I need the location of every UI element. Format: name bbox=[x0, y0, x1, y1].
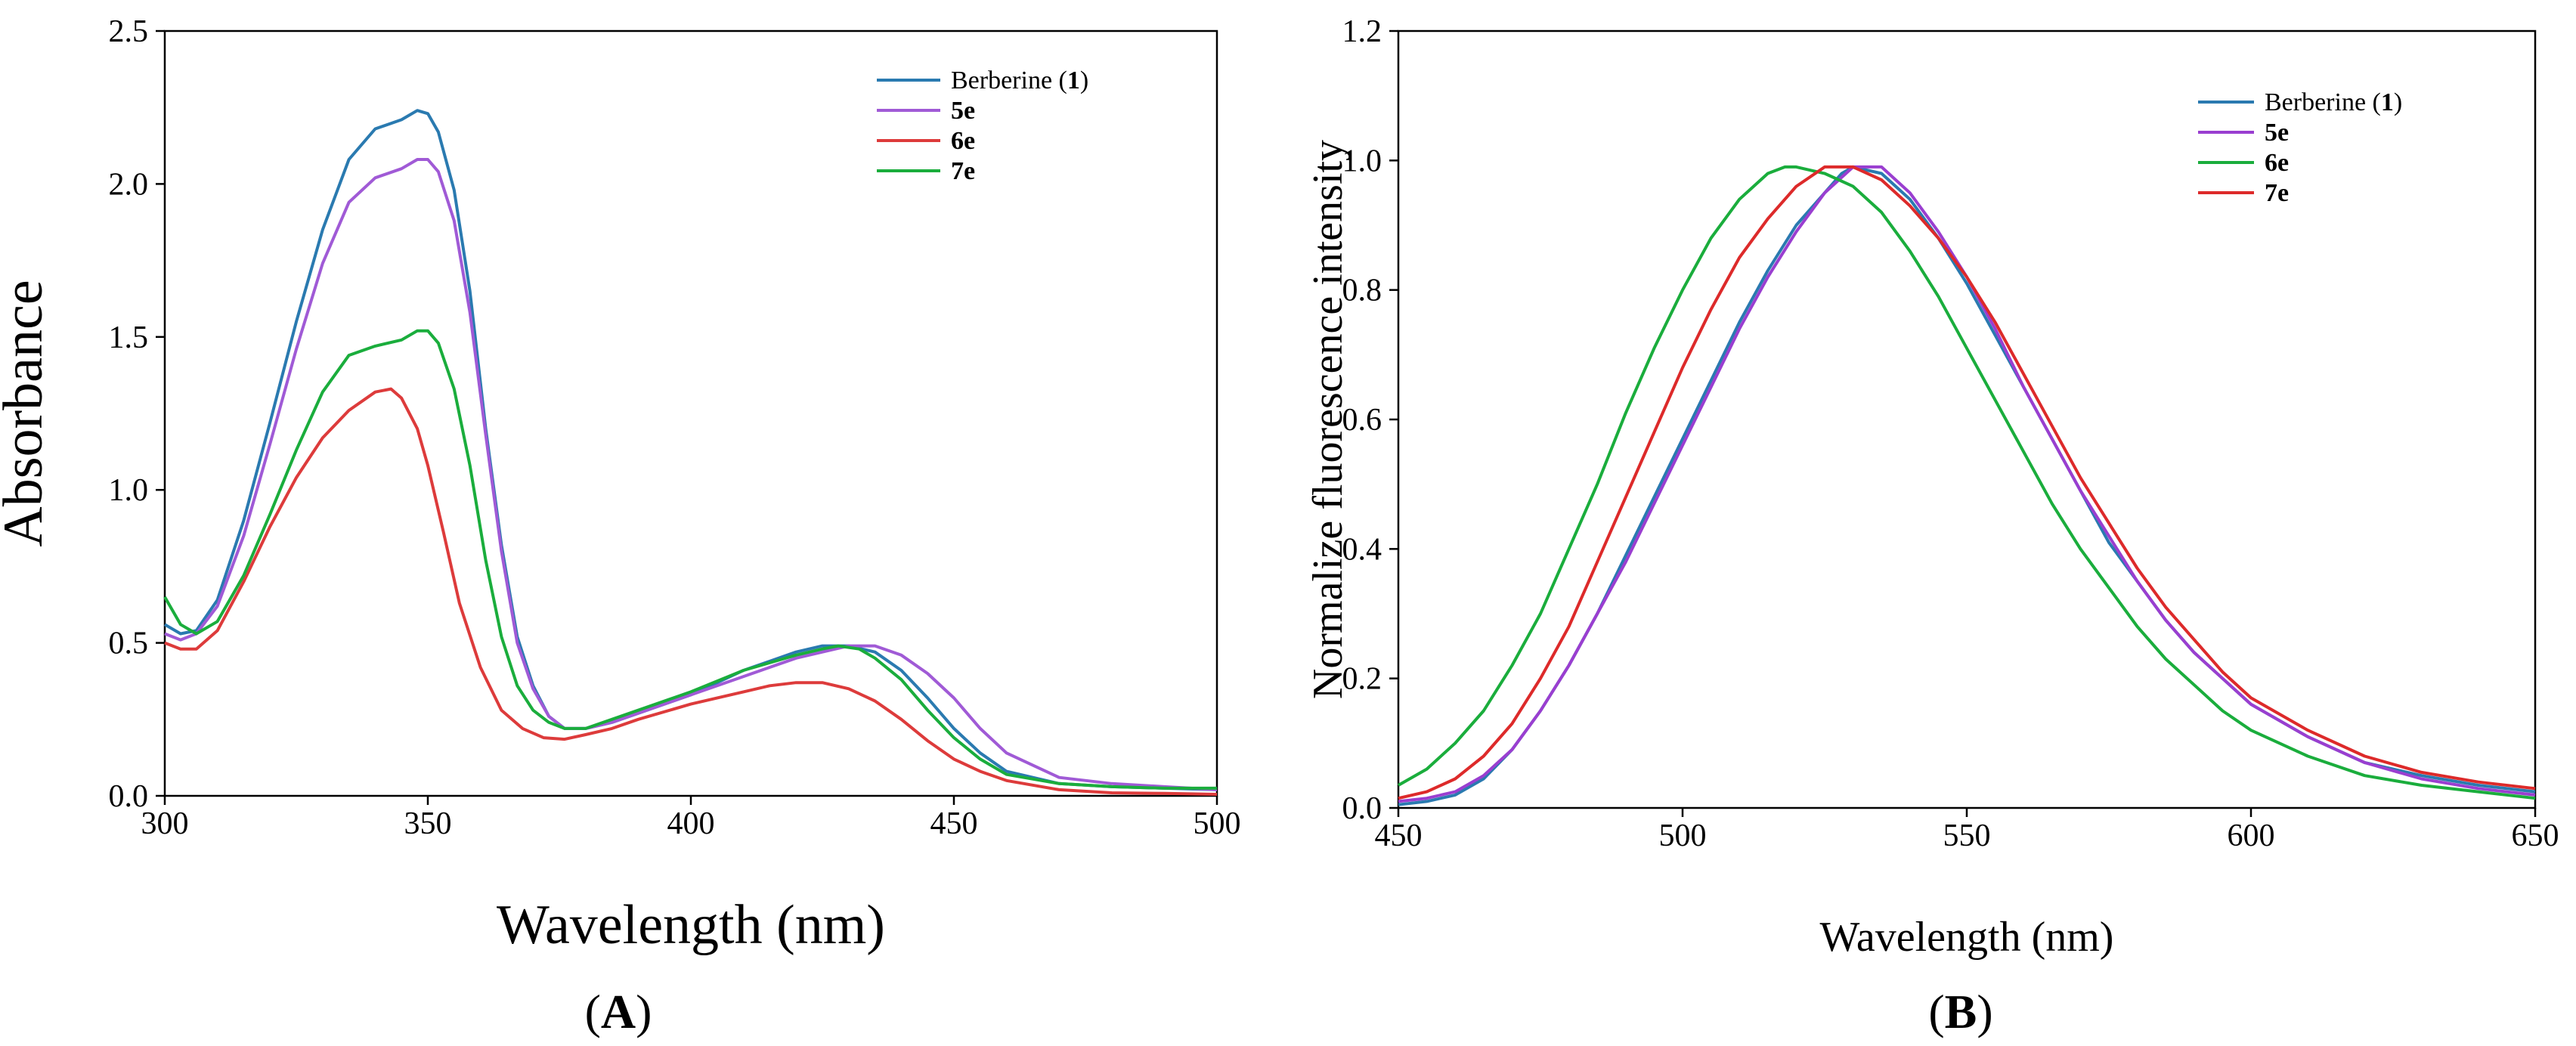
legend-label: 6e bbox=[951, 127, 975, 155]
y-tick-label: 1.0 bbox=[1342, 144, 1382, 178]
series-line-5e bbox=[1398, 165, 2536, 803]
y-tick-label: 2.0 bbox=[109, 167, 149, 202]
legend-item: 6e bbox=[877, 127, 975, 155]
chart-panel-b: 450 500 550 600 650 0.0 0.2 0.4 0.6 0.8 1.0 1.2 Berb… bbox=[1305, 14, 2559, 1038]
plot-frame bbox=[163, 29, 1218, 797]
y-axis-label: Normalize fluorescence intensity bbox=[1305, 140, 1351, 699]
x-tick-label: 450 bbox=[1375, 819, 1423, 853]
legend-label: 7e bbox=[951, 157, 975, 185]
legend-item: 6e bbox=[2198, 149, 2289, 177]
y-tick-label: 0.8 bbox=[1342, 274, 1382, 308]
series-line-6e bbox=[1398, 165, 2536, 800]
legend-item: 5e bbox=[877, 97, 975, 125]
series-line-berberine bbox=[163, 109, 1218, 791]
y-tick-label: 0.0 bbox=[109, 779, 149, 814]
x-tick-label: 650 bbox=[2512, 819, 2559, 853]
y-tick-label: 0.0 bbox=[1342, 791, 1382, 826]
x-tick-label: 350 bbox=[404, 806, 452, 841]
plot-frame bbox=[1397, 29, 2537, 809]
legend-item: Berberine (1) bbox=[877, 67, 1088, 94]
legend-label: 5e bbox=[2265, 119, 2289, 147]
y-axis-label: Absorbance bbox=[0, 280, 54, 546]
legend-item: Berberine (1) bbox=[2198, 88, 2402, 116]
panel-label-a: (A) bbox=[585, 985, 652, 1038]
series-line-6e bbox=[164, 387, 1218, 796]
x-axis-label: Wavelength (nm) bbox=[1820, 914, 2114, 961]
series-line-7e bbox=[163, 329, 1217, 790]
legend-label: 6e bbox=[2265, 149, 2289, 177]
series-line-7e bbox=[1398, 165, 2536, 800]
panel-label-b: (B) bbox=[1928, 985, 1992, 1038]
y-tick-label: 0.6 bbox=[1342, 403, 1382, 438]
x-tick-label: 400 bbox=[667, 806, 715, 841]
legend-label: Berberine (1) bbox=[951, 67, 1088, 94]
y-tick-label: 2.5 bbox=[109, 14, 149, 49]
chart-panel-a: 300 350 400 450 500 0.0 0.5 1.0 1.5 2.0 2.5 Berberi… bbox=[0, 14, 1241, 1038]
legend-label: 5e bbox=[951, 97, 975, 125]
y-tick-label: 0.4 bbox=[1342, 532, 1382, 567]
x-tick-label: 450 bbox=[930, 806, 978, 841]
x-tick-label: 500 bbox=[1659, 819, 1707, 853]
legend-item: 7e bbox=[877, 157, 975, 185]
legend-item: 5e bbox=[2198, 119, 2289, 147]
x-axis-label: Wavelength (nm) bbox=[497, 894, 885, 956]
y-tick-label: 0.2 bbox=[1342, 662, 1382, 697]
y-tick-label: 1.2 bbox=[1342, 14, 1382, 49]
legend-item: 7e bbox=[2198, 179, 2289, 207]
series-line-berberine bbox=[1398, 165, 2536, 806]
legend-label: 7e bbox=[2265, 179, 2289, 207]
y-tick-label: 0.5 bbox=[109, 627, 149, 661]
x-tick-label: 500 bbox=[1194, 806, 1241, 841]
legend-label: Berberine (1) bbox=[2265, 88, 2402, 116]
y-tick-label: 1.0 bbox=[109, 473, 149, 508]
series-line-5e bbox=[164, 158, 1218, 791]
x-tick-label: 550 bbox=[1943, 819, 1991, 853]
x-tick-label: 600 bbox=[2228, 819, 2275, 853]
y-tick-label: 1.5 bbox=[109, 320, 149, 355]
x-tick-label: 300 bbox=[141, 806, 189, 841]
